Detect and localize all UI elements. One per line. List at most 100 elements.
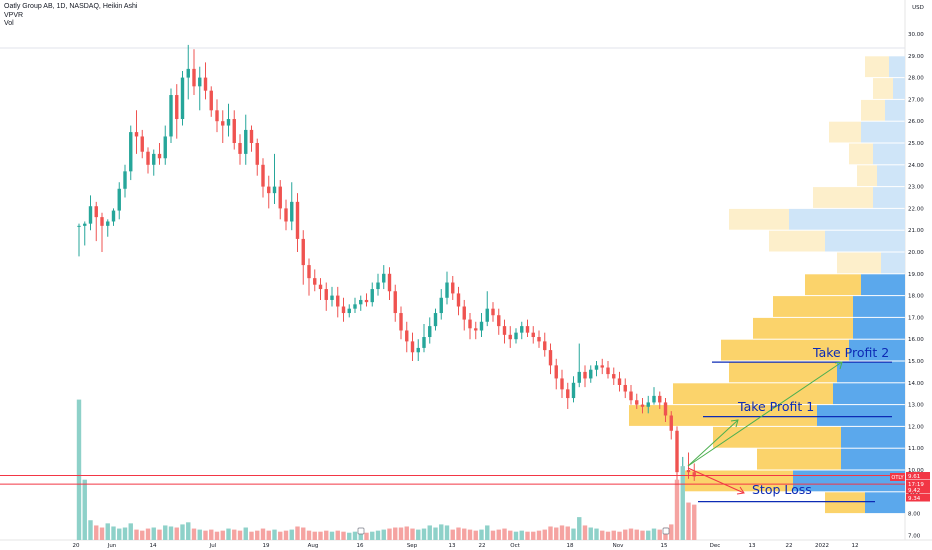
price-axis-panel[interactable] [905, 0, 932, 550]
candle-body [686, 470, 691, 473]
volume-bar [421, 528, 427, 540]
volume-bar [197, 529, 202, 540]
volume-profile-bar-up [769, 230, 825, 252]
volume-bar [226, 528, 231, 540]
volume-bar [220, 530, 225, 540]
candle-body [382, 273, 386, 283]
candle-body [83, 223, 87, 226]
volume-bar [180, 524, 185, 540]
candle-body [203, 77, 208, 91]
volume-bar [410, 528, 415, 540]
volume-bar [209, 529, 214, 540]
candle-body [554, 365, 558, 379]
volume-bar [249, 531, 254, 540]
volume-profile-bar-up [857, 165, 877, 187]
volume-bar [536, 530, 542, 540]
candle-body [560, 378, 564, 390]
candle-body [123, 171, 127, 189]
time-axis-label: 14 [150, 543, 157, 549]
candle-body [129, 132, 133, 172]
candle-body [537, 337, 541, 342]
indicator-vpvr-label[interactable]: VPVR [4, 11, 24, 19]
price-axis-tick: 19.00 [908, 272, 924, 278]
candle-body [577, 371, 581, 383]
volume-bar [559, 525, 565, 540]
volume-bar [594, 528, 599, 540]
volume-profile-bar-down [841, 426, 905, 448]
volume-profile-bar-down [865, 492, 905, 514]
candle-body [629, 391, 633, 401]
volume-bar [370, 531, 375, 540]
candle-body [485, 308, 489, 322]
volume-bar [375, 530, 381, 540]
candle-body [399, 313, 403, 331]
time-axis-label: Dec [710, 543, 721, 549]
candle-body [594, 365, 599, 370]
volume-bars[interactable] [76, 399, 697, 540]
price-axis-tick: 24.00 [908, 163, 924, 169]
candle-body [663, 402, 668, 416]
price-axis-tick: 30.00 [908, 32, 924, 38]
volume-bar [502, 528, 507, 540]
volume-bar [669, 524, 674, 540]
volume-bar [151, 527, 156, 540]
candle-body [140, 136, 144, 152]
candle-body [267, 186, 271, 194]
volume-bar [272, 529, 277, 540]
candle-body [215, 110, 219, 122]
price-tag-label: 9.34 [908, 496, 921, 502]
volume-bar [318, 531, 323, 540]
indicator-vol-label[interactable]: Vol [4, 20, 14, 27]
volume-bar [588, 527, 593, 540]
volume-bar [174, 527, 179, 540]
event-marker-icon[interactable] [357, 527, 365, 535]
price-axis-tick: 26.00 [908, 119, 924, 125]
candle-body [341, 306, 346, 314]
volume-bar [266, 530, 271, 540]
volume-bar [565, 526, 570, 540]
candle-body [157, 153, 162, 159]
volume-bar [232, 529, 237, 540]
volume-profile-bar-down [833, 383, 905, 405]
volume-bar [352, 531, 358, 540]
volume-bar [324, 530, 329, 540]
time-axis-label: Aug [308, 543, 319, 549]
price-axis-tick: 10.00 [908, 468, 924, 474]
volume-bar [508, 530, 513, 540]
volume-profile-bar-down [873, 187, 905, 208]
volume-profile[interactable] [629, 56, 905, 514]
candle-body [117, 188, 121, 211]
price-tag-bg [906, 486, 930, 494]
event-marker-icon[interactable] [662, 527, 670, 535]
volume-bar [634, 529, 639, 540]
volume-profile-bar-down [873, 143, 905, 165]
event-markers[interactable] [357, 527, 670, 535]
candle-body [324, 289, 328, 300]
volume-bar [117, 528, 122, 540]
candle-body [405, 330, 409, 342]
candle-body [652, 395, 656, 403]
volume-bar [76, 399, 82, 540]
volume-bar [617, 531, 622, 540]
stop-loss-label: Stop Loss [752, 482, 812, 497]
price-axis[interactable]: USD 30.00 29.00 28.00 27.00 26.00 25.00 24.00 23… [908, 5, 924, 539]
volume-bar [364, 532, 369, 540]
volume-profile-bar-up [773, 296, 853, 317]
trade-arrows[interactable] [687, 361, 843, 495]
arrow-head [736, 486, 745, 495]
volume-bar [105, 523, 110, 540]
candle-body [186, 68, 190, 78]
volume-profile-bar-up [873, 78, 893, 99]
candle-body [508, 334, 512, 340]
chart-legend: Oatly Group AB, 1D, NASDAQ, Heikin Ashi … [4, 3, 137, 29]
price-axis-tick: 29.00 [908, 54, 924, 60]
time-axis[interactable]: 20 Jun 14 Jul 19 Aug 16 Sep 13 22 Oct 18 Nov 15 Dec 13 2… [73, 543, 859, 549]
candle-body [359, 299, 363, 305]
volume-bar [358, 530, 363, 540]
candle-body [364, 299, 369, 303]
volume-profile-bar-up [729, 361, 837, 383]
price-axis-tick: 23.00 [908, 185, 924, 191]
candle-body [272, 186, 277, 194]
candles[interactable] [77, 44, 696, 484]
